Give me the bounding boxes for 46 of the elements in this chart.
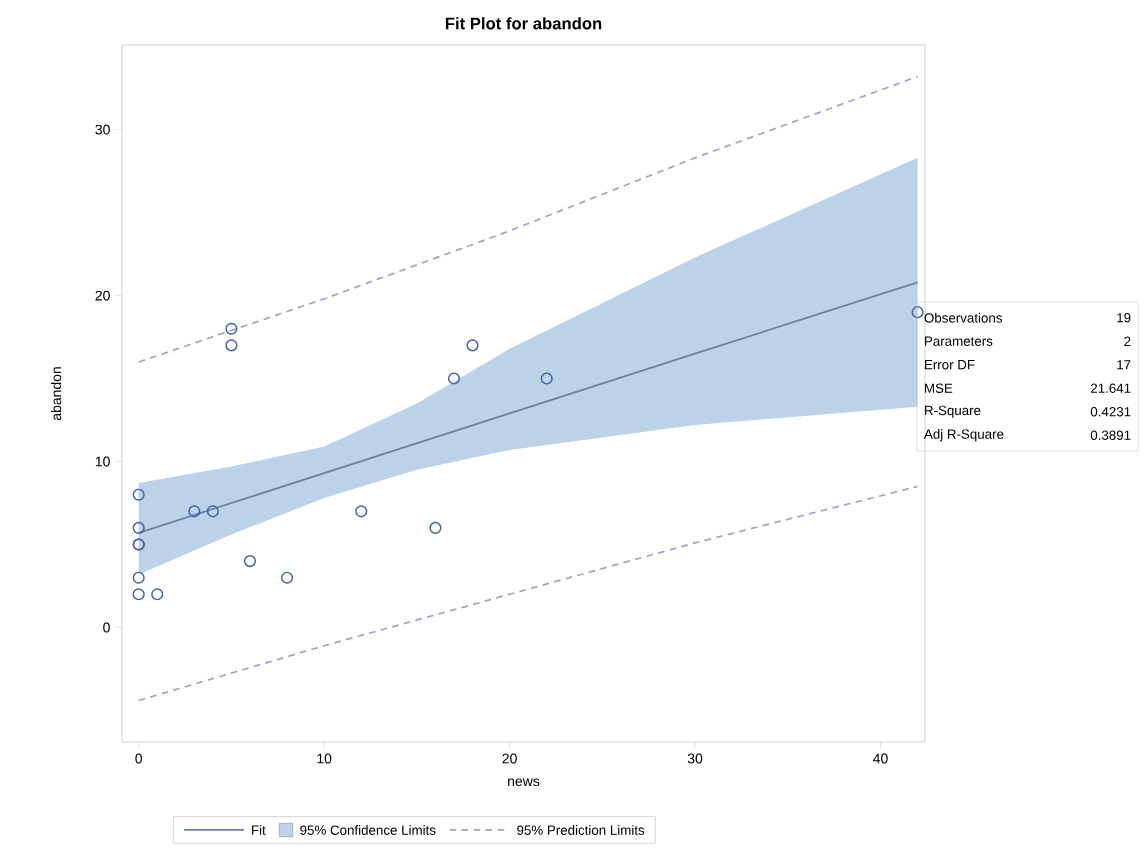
legend-label: 95% Prediction Limits bbox=[517, 825, 645, 835]
x-tick-label: 30 bbox=[687, 753, 703, 764]
text: 17 bbox=[1117, 360, 1131, 370]
point bbox=[132, 588, 145, 601]
text: 95% Confidence Limits bbox=[300, 825, 436, 835]
y-tick-label: 0 bbox=[103, 622, 110, 633]
text: 2 bbox=[1124, 336, 1131, 346]
point bbox=[540, 372, 553, 385]
y-tick-label: 20 bbox=[95, 290, 110, 301]
text: R-Square bbox=[925, 405, 981, 418]
text: 0.4231 bbox=[1090, 407, 1131, 417]
point bbox=[132, 571, 145, 584]
point bbox=[911, 306, 924, 319]
x-tick-label: 10 bbox=[317, 753, 332, 764]
point bbox=[447, 372, 461, 385]
y-axis-title: abandon bbox=[50, 367, 62, 421]
annotation: Adj R-Square bbox=[923, 429, 1004, 442]
y-tick-label: 10 bbox=[95, 456, 110, 467]
point bbox=[355, 505, 368, 518]
point bbox=[280, 571, 294, 584]
text: 19 bbox=[1117, 313, 1131, 323]
point bbox=[225, 339, 238, 352]
x-tick-label: 40 bbox=[873, 753, 888, 764]
point bbox=[206, 505, 219, 518]
point bbox=[466, 339, 479, 352]
line-series bbox=[137, 485, 919, 702]
x-tick-label: 0 bbox=[135, 753, 143, 764]
point bbox=[132, 521, 145, 534]
point bbox=[243, 555, 257, 568]
line-series bbox=[137, 75, 919, 363]
text: Parameters bbox=[925, 336, 993, 346]
point bbox=[132, 488, 145, 501]
point bbox=[429, 521, 442, 534]
text: 0.3891 bbox=[1090, 430, 1131, 440]
text: MSE bbox=[925, 383, 953, 393]
annotation: Observations bbox=[924, 312, 1002, 323]
text: Error DF bbox=[925, 360, 975, 370]
point bbox=[151, 588, 164, 601]
chart-title: Fit Plot for abandon bbox=[445, 17, 602, 30]
point bbox=[225, 322, 238, 335]
x-tick-label: 20 bbox=[502, 753, 517, 764]
y-tick-label: 30 bbox=[95, 124, 110, 135]
legend-label: Fit bbox=[252, 825, 266, 835]
text: 21.641 bbox=[1090, 383, 1131, 393]
point bbox=[188, 505, 201, 518]
x-axis-title: news bbox=[508, 778, 540, 787]
